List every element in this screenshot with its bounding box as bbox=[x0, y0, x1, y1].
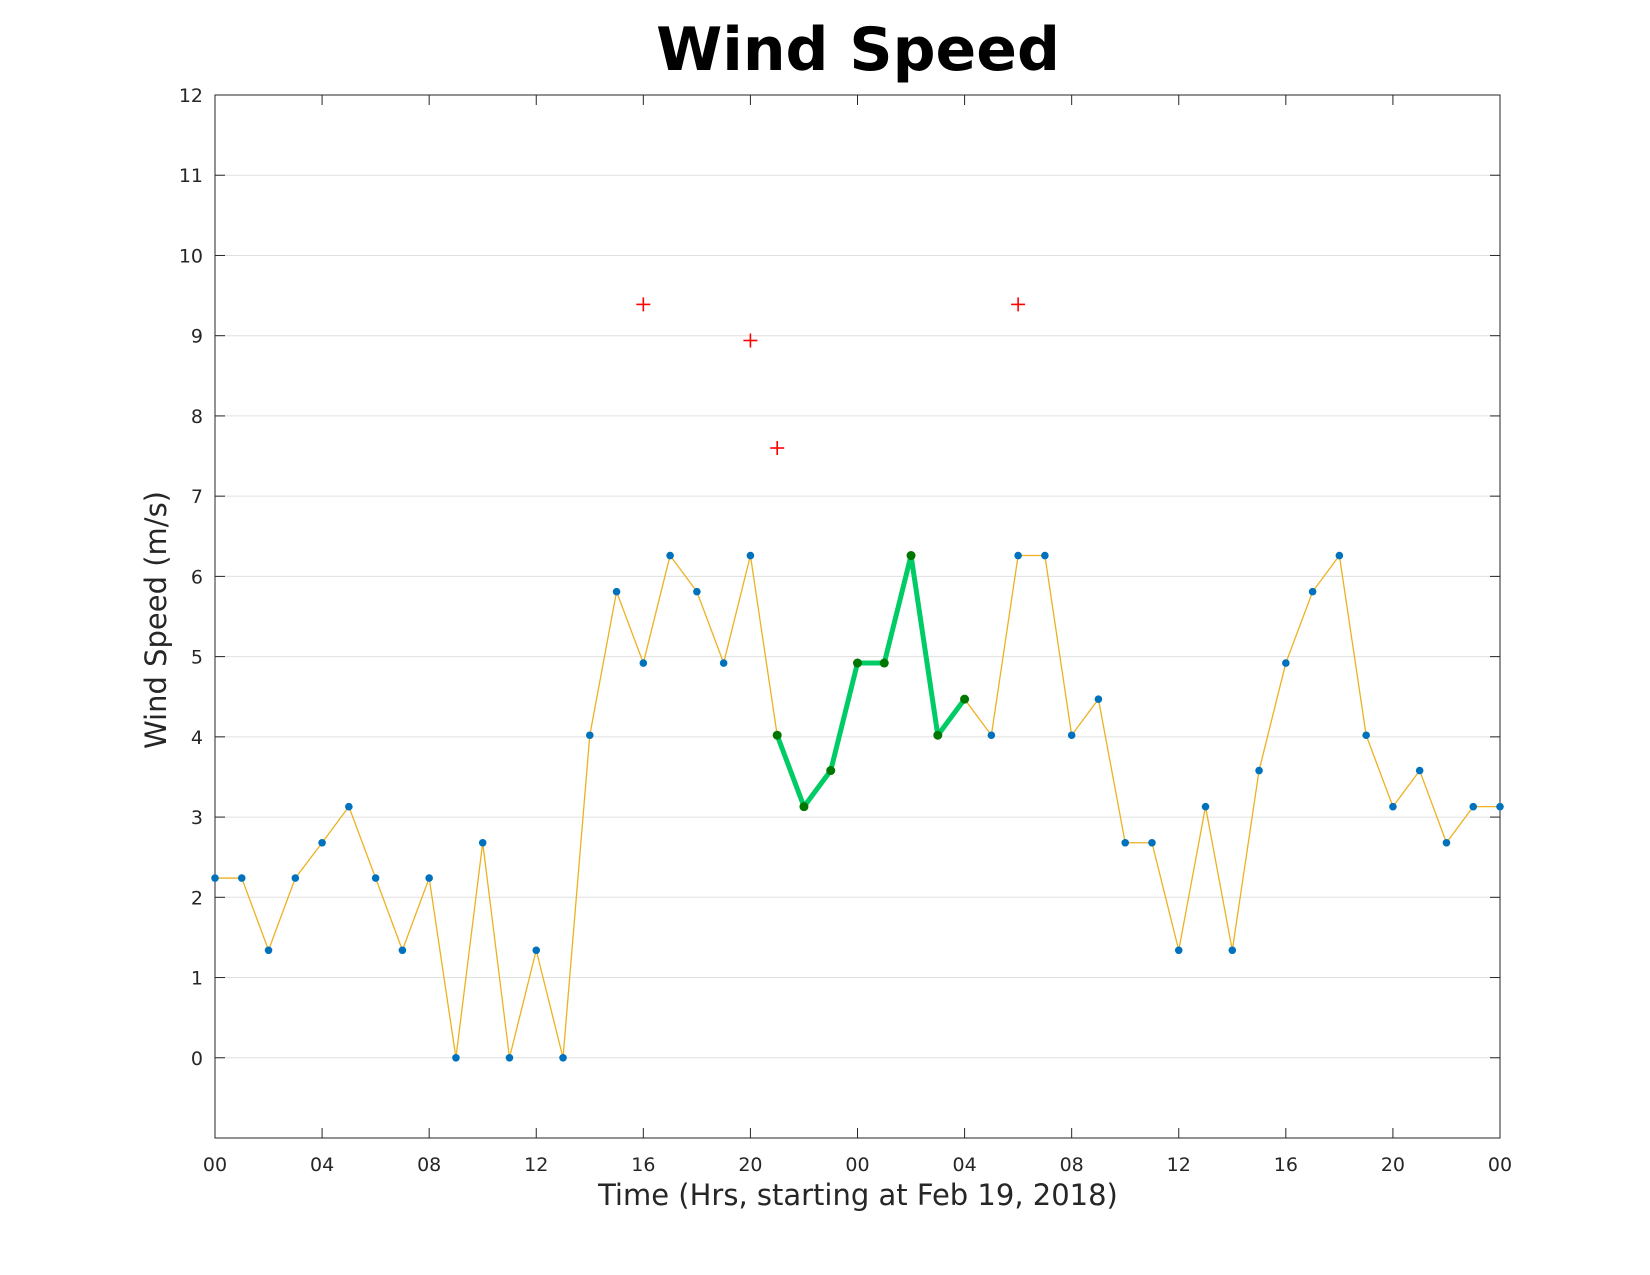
highlight-series-point bbox=[960, 694, 970, 704]
main-series-point bbox=[505, 1053, 514, 1062]
main-series-point bbox=[1094, 695, 1103, 703]
main-series-point bbox=[478, 838, 487, 847]
highlight-series-line bbox=[774, 553, 967, 810]
y-tick-label: 9 bbox=[191, 326, 203, 348]
main-series-point bbox=[1121, 838, 1130, 847]
main-series-point bbox=[211, 874, 219, 882]
y-tick-label: 8 bbox=[191, 406, 203, 428]
main-series-point bbox=[1174, 946, 1183, 955]
highlight-series-point bbox=[772, 730, 782, 740]
chart-title: Wind Speed bbox=[656, 15, 1060, 85]
x-tick-label: 16 bbox=[631, 1154, 655, 1176]
main-series-point bbox=[345, 802, 353, 811]
y-tick-label: 7 bbox=[191, 486, 203, 508]
x-tick-label: 00 bbox=[845, 1154, 869, 1176]
main-series-point bbox=[1148, 838, 1156, 847]
main-series-point bbox=[1308, 587, 1317, 596]
main-series-point bbox=[666, 551, 674, 560]
x-tick-label: 20 bbox=[1381, 1154, 1405, 1176]
main-series-point bbox=[693, 587, 701, 596]
highlight-series-point bbox=[879, 658, 889, 668]
main-series-point bbox=[398, 946, 407, 955]
main-series-point bbox=[1067, 731, 1076, 740]
main-series-point bbox=[1228, 946, 1237, 955]
y-tick-label: 10 bbox=[179, 245, 203, 267]
x-tick-label: 00 bbox=[203, 1154, 227, 1176]
data-series bbox=[211, 297, 1504, 1062]
main-series-point bbox=[1496, 802, 1504, 811]
outlier-plus-marker bbox=[770, 441, 785, 456]
main-series-point bbox=[1014, 551, 1022, 560]
x-tick-label: 08 bbox=[417, 1154, 441, 1176]
x-tick-label: 04 bbox=[952, 1154, 976, 1176]
y-tick-label: 12 bbox=[179, 85, 203, 107]
main-series-point bbox=[1415, 766, 1424, 775]
main-series-point bbox=[1442, 838, 1451, 847]
main-series-point bbox=[1389, 802, 1397, 811]
y-tick-label: 0 bbox=[191, 1048, 203, 1070]
highlight-series-point bbox=[799, 802, 809, 812]
main-series-point bbox=[1469, 802, 1478, 811]
main-series-point bbox=[987, 731, 996, 740]
main-series-point bbox=[237, 874, 246, 882]
main-series-point bbox=[1335, 551, 1344, 560]
main-series-point bbox=[612, 587, 621, 596]
main-series-point bbox=[532, 946, 541, 955]
x-tick-label: 00 bbox=[1488, 1154, 1512, 1176]
y-tick-label: 6 bbox=[191, 566, 203, 588]
main-series-point bbox=[1362, 731, 1370, 740]
main-series-point bbox=[1255, 766, 1263, 775]
highlight-series-point bbox=[826, 766, 836, 776]
y-tick-label: 11 bbox=[179, 165, 203, 187]
main-series-point bbox=[639, 659, 648, 667]
x-tick-label: 16 bbox=[1274, 1154, 1298, 1176]
x-tick-label: 04 bbox=[310, 1154, 334, 1176]
outlier-plus-marker bbox=[636, 297, 651, 312]
main-series-point bbox=[719, 659, 728, 667]
y-tick-label: 3 bbox=[191, 807, 203, 829]
outlier-plus-marker bbox=[1011, 297, 1026, 312]
y-tick-label: 4 bbox=[191, 727, 203, 749]
x-axis-label: Time (Hrs, starting at Feb 19, 2018) bbox=[597, 1178, 1118, 1212]
main-series-point bbox=[1201, 802, 1210, 811]
highlight-series-point bbox=[853, 658, 862, 668]
x-tick-label: 12 bbox=[524, 1154, 548, 1176]
main-series-point bbox=[318, 838, 326, 847]
y-tick-label: 5 bbox=[191, 647, 203, 669]
main-series-point bbox=[1282, 659, 1290, 667]
x-tick-label: 20 bbox=[738, 1154, 762, 1176]
main-series-point bbox=[371, 874, 380, 882]
y-axis-label: Wind Speed (m/s) bbox=[139, 491, 173, 749]
highlight-series-point bbox=[933, 730, 943, 740]
main-series-point bbox=[559, 1053, 567, 1062]
main-series-point bbox=[452, 1053, 460, 1062]
main-series-point bbox=[264, 946, 273, 955]
main-series-point bbox=[585, 731, 594, 740]
main-series-point bbox=[425, 874, 433, 882]
main-series-point bbox=[746, 551, 755, 560]
highlight-series-point bbox=[906, 551, 916, 561]
main-series-point bbox=[291, 874, 300, 882]
x-tick-label: 08 bbox=[1060, 1154, 1084, 1176]
outlier-plus-marker bbox=[743, 333, 758, 348]
y-tick-label: 1 bbox=[191, 968, 203, 990]
y-tick-label: 2 bbox=[191, 887, 203, 909]
main-series-point bbox=[1041, 551, 1049, 560]
x-tick-label: 12 bbox=[1167, 1154, 1191, 1176]
